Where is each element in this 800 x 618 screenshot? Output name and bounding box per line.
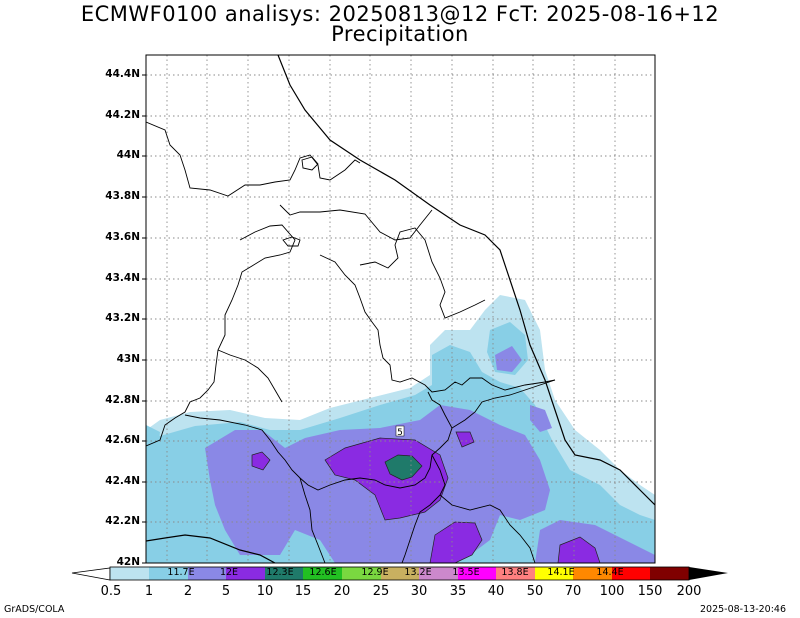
lat-label: 44.4N — [105, 68, 140, 80]
colorbar-level-label: 10 — [256, 584, 274, 599]
colorbar-level-label: 25 — [372, 584, 390, 599]
lat-label: 43N — [116, 353, 140, 365]
colorbar-cell-11 — [496, 567, 535, 580]
footer-timestamp: 2025-08-13-20:46 — [699, 604, 786, 615]
lat-ticks — [142, 74, 146, 564]
lon-label: 14.4E — [596, 567, 624, 578]
lat-label: 44N — [116, 149, 140, 161]
region-border-south — [401, 494, 441, 563]
colorbar-level-label: 40 — [487, 584, 505, 599]
lon-label: 12.6E — [309, 567, 337, 578]
colorbar-level-label: 20 — [333, 584, 351, 599]
lat-label: 42.8N — [105, 394, 140, 406]
lat-label: 42N — [116, 556, 140, 568]
precip-band-15-20 — [384, 454, 423, 481]
map-gridlines — [146, 55, 655, 563]
colorbar-cell-3 — [188, 567, 226, 580]
station-marker-label: 5 — [397, 428, 403, 438]
colorbar-level-label: 2 — [183, 584, 193, 599]
colorbar — [71, 566, 728, 581]
region-border-abruzzo — [431, 454, 536, 563]
lat-label: 42.2N — [105, 515, 140, 527]
colorbar-level-label: 1 — [144, 584, 154, 599]
lat-label: 42.4N — [105, 475, 140, 487]
colorbar-cell-10 — [458, 567, 496, 580]
lake-trasimeno — [282, 236, 301, 247]
colorbar-cell-14 — [612, 567, 650, 580]
colorbar-cell-4 — [226, 567, 265, 580]
lat-label: 43.2N — [105, 312, 140, 324]
region-border-umbria — [319, 254, 556, 393]
colorbar-level-label: 150 — [637, 584, 663, 599]
colorbar-level-label: 100 — [599, 584, 625, 599]
colorbar-level-label: 70 — [564, 584, 582, 599]
lon-label: 13.8E — [501, 567, 529, 578]
colorbar-cell-15 — [650, 567, 689, 580]
map-title: ECMWF0100 analisys: 20250813@12 FcT: 202… — [80, 2, 720, 26]
colorbar-level-label: 5 — [221, 584, 231, 599]
lat-label: 43.4N — [105, 272, 140, 284]
adriatic-coastline — [277, 55, 655, 506]
precipitation-field — [146, 295, 655, 563]
lat-label: 43.6N — [105, 231, 140, 243]
footer-credit: GrADS/COLA — [4, 604, 65, 615]
colorbar-level-label: 50 — [526, 584, 544, 599]
precip-band-10-15 — [251, 431, 601, 563]
colorbar-level-label: 15 — [294, 584, 312, 599]
region-border-marche — [359, 227, 486, 319]
region-border-tuscany-umbria — [217, 349, 283, 403]
region-border-lazio — [184, 391, 453, 491]
colorbar-cell-12 — [535, 567, 573, 580]
lon-label: 13.5E — [452, 567, 480, 578]
lon-label: 11.7E — [167, 567, 195, 578]
colorbar-cell-13 — [573, 567, 612, 580]
map-subtitle: Precipitation — [331, 22, 469, 46]
lon-label: 12.3E — [266, 567, 294, 578]
region-border-rome — [299, 477, 326, 563]
colorbar-cell-9 — [419, 567, 458, 580]
lon-label: 14.1E — [547, 567, 575, 578]
colorbar-cell-8 — [381, 567, 419, 580]
san-marino-border — [301, 156, 319, 171]
region-border-north — [146, 121, 361, 197]
region-border-east — [451, 379, 556, 429]
colorbar-level-label: 35 — [449, 584, 467, 599]
lat-label: 43.8N — [105, 190, 140, 202]
colorbar-cell-2 — [149, 567, 188, 580]
colorbar-level-label: 0.5 — [100, 584, 122, 599]
colorbar-cell-6 — [303, 567, 342, 580]
map-frame — [145, 54, 656, 564]
colorbar-cell-5 — [265, 567, 303, 580]
colorbar-level-label: 30 — [410, 584, 428, 599]
tyrrhenian-coastline — [146, 534, 276, 563]
lon-label: 12E — [219, 567, 239, 578]
lon-label: 12.9E — [361, 567, 389, 578]
lon-label: 13.2E — [404, 567, 432, 578]
colorbar-upper-arrow — [689, 567, 728, 580]
colorbar-cell-7 — [342, 567, 381, 580]
coastline-and-borders — [146, 55, 655, 563]
lat-label: 44.2N — [105, 109, 140, 121]
colorbar-cell-1 — [110, 567, 149, 580]
lat-label: 42.6N — [105, 434, 140, 446]
region-border-west — [146, 224, 296, 447]
region-border-central — [279, 204, 433, 241]
colorbar-level-label: 200 — [676, 584, 702, 599]
colorbar-lower-arrow — [71, 567, 111, 581]
station-marker — [395, 425, 405, 437]
